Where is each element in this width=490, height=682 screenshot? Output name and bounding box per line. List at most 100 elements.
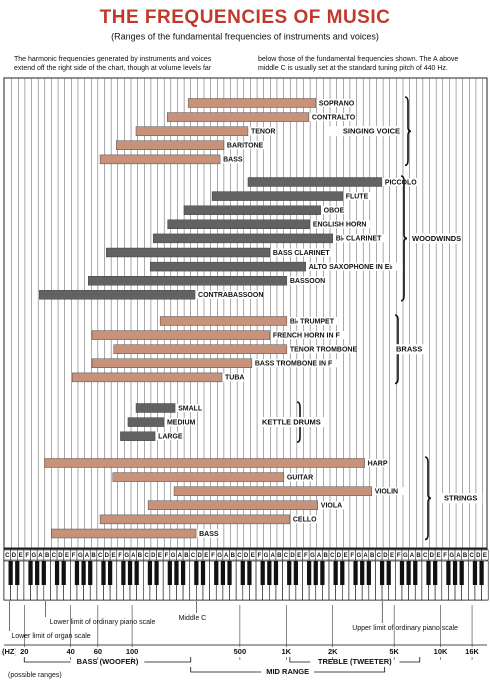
black-key bbox=[307, 561, 312, 585]
key-letter: G bbox=[357, 553, 362, 559]
range-bar bbox=[88, 276, 288, 286]
band-bracket bbox=[190, 667, 386, 673]
tick-label-bg bbox=[463, 647, 482, 657]
bar-label-bg bbox=[164, 418, 197, 427]
key-letter: C bbox=[144, 553, 149, 559]
key-letter: B bbox=[463, 553, 468, 559]
group-brace bbox=[424, 456, 432, 541]
key-letter: C bbox=[377, 553, 382, 559]
group-label: SINGING VOICE bbox=[343, 127, 400, 136]
x-axis-unit: (HZ) bbox=[2, 647, 17, 656]
black-key bbox=[15, 561, 20, 585]
bar-label-bg bbox=[365, 459, 389, 467]
black-key bbox=[426, 561, 431, 585]
bar-label: BASS TROMBONE IN F bbox=[255, 361, 333, 368]
black-key bbox=[273, 561, 279, 585]
group-label: WOODWINDS bbox=[412, 234, 461, 243]
bar-label-bg bbox=[176, 404, 204, 412]
key-letter: C bbox=[98, 553, 103, 559]
key-letter: E bbox=[111, 553, 115, 559]
bar-label: TENOR bbox=[251, 129, 276, 136]
range-bar bbox=[99, 154, 221, 165]
annotation: Middle C bbox=[179, 615, 207, 622]
range-bar bbox=[159, 316, 288, 326]
range-bar bbox=[39, 290, 196, 300]
key-letter: B bbox=[324, 553, 329, 559]
black-key bbox=[340, 561, 345, 585]
key-letter: G bbox=[449, 553, 454, 559]
tick-label-bg bbox=[323, 647, 342, 657]
key-letter: G bbox=[310, 553, 315, 559]
black-key bbox=[214, 561, 219, 585]
bar-label: HARP bbox=[368, 460, 388, 467]
key-letter: F bbox=[350, 553, 354, 559]
group-label-bg bbox=[328, 126, 400, 137]
key-letter: B bbox=[45, 553, 50, 559]
bar-label: B♭ CLARINET bbox=[336, 235, 382, 243]
black-key bbox=[35, 561, 40, 585]
key-letter: G bbox=[403, 553, 408, 559]
black-key bbox=[406, 561, 411, 585]
bar-label: CONTRALTO bbox=[312, 114, 356, 121]
key-letter: E bbox=[297, 553, 301, 559]
key-letter: F bbox=[258, 553, 262, 559]
key-letter: B bbox=[370, 553, 375, 559]
range-bar bbox=[116, 140, 225, 151]
key-letter: E bbox=[204, 553, 208, 559]
bar-label: B♭ TRUMPET bbox=[290, 317, 335, 325]
key-letter: E bbox=[19, 553, 23, 559]
bar-label: MEDIUM bbox=[167, 419, 196, 426]
key-letter: D bbox=[337, 553, 342, 559]
range-bar bbox=[112, 472, 285, 482]
range-bar bbox=[91, 330, 271, 340]
key-letter: A bbox=[224, 553, 229, 559]
black-key bbox=[240, 561, 245, 585]
bar-label: FLUTE bbox=[346, 193, 369, 200]
chart-subtitle: (Ranges of the fundamental frequencies o… bbox=[111, 31, 379, 41]
band-label: MID RANGE bbox=[266, 667, 309, 676]
bar-label: OBOE bbox=[324, 208, 345, 215]
group-brace bbox=[404, 96, 412, 167]
black-key bbox=[267, 561, 272, 585]
black-key bbox=[28, 561, 33, 585]
black-key bbox=[41, 561, 46, 585]
key-letter: E bbox=[158, 553, 162, 559]
group-label-bg bbox=[394, 344, 424, 355]
group-label-bg bbox=[442, 493, 483, 504]
tick-label-bg bbox=[15, 647, 34, 657]
black-key bbox=[174, 561, 179, 585]
key-letter: D bbox=[151, 553, 156, 559]
range-bar bbox=[44, 458, 365, 468]
black-key bbox=[472, 561, 478, 585]
bar-label-bg bbox=[223, 373, 246, 382]
note-column: The harmonic frequencies generated by in… bbox=[14, 56, 212, 72]
bar-label-bg bbox=[318, 501, 346, 510]
bar-label: CELLO bbox=[293, 517, 317, 524]
bar-label-bg bbox=[290, 515, 318, 524]
key-letter: F bbox=[304, 553, 308, 559]
key-letter: G bbox=[32, 553, 37, 559]
black-key bbox=[61, 561, 66, 585]
band-label: TREBLE (TWEETER) bbox=[318, 657, 392, 666]
bar-label: BASS bbox=[199, 531, 219, 538]
black-key bbox=[313, 561, 318, 585]
black-key bbox=[194, 561, 199, 585]
bar-label-bg bbox=[333, 234, 389, 243]
range-bar bbox=[106, 247, 271, 258]
bar-label: ALTO SAXOPHONE IN E♭ bbox=[309, 263, 393, 271]
bar-label: BASS bbox=[223, 157, 243, 164]
range-bar bbox=[152, 233, 333, 244]
bar-label-bg bbox=[270, 331, 349, 340]
bar-label-bg bbox=[306, 262, 403, 271]
bar-label: TENOR TROMBONE bbox=[290, 347, 358, 354]
key-letter: D bbox=[383, 553, 388, 559]
range-bar bbox=[135, 126, 249, 136]
x-tick-label: 500 bbox=[234, 647, 247, 656]
bar-label-bg bbox=[248, 127, 276, 136]
key-letter: F bbox=[165, 553, 169, 559]
bar-label-bg bbox=[372, 487, 405, 496]
black-key bbox=[200, 561, 206, 585]
black-key bbox=[413, 561, 418, 585]
black-key bbox=[101, 561, 106, 585]
key-letter: C bbox=[237, 553, 242, 559]
